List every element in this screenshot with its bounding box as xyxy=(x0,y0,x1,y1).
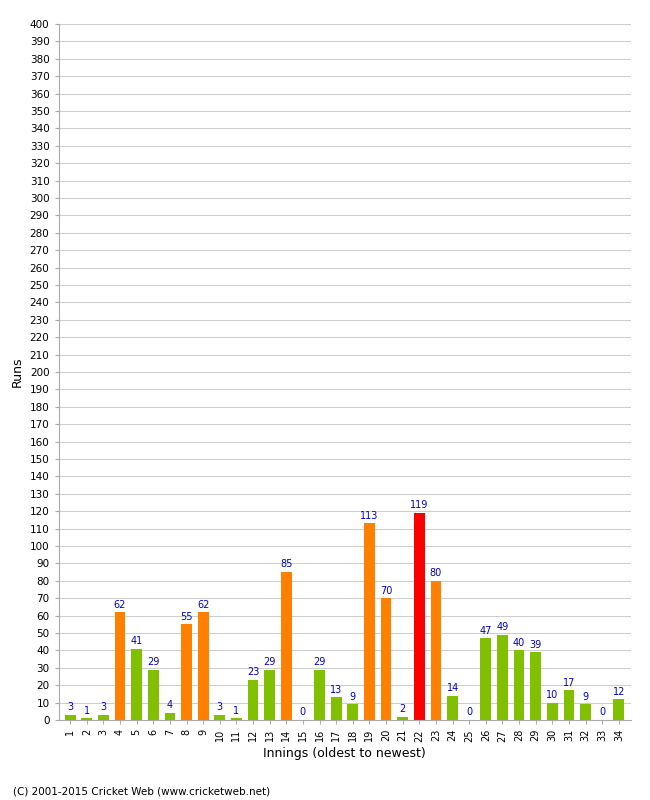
Text: 3: 3 xyxy=(100,702,107,712)
Bar xyxy=(480,638,491,720)
Bar xyxy=(65,714,75,720)
Bar xyxy=(614,699,624,720)
Bar xyxy=(364,523,375,720)
Text: 0: 0 xyxy=(599,707,605,718)
Bar xyxy=(547,702,558,720)
Text: 29: 29 xyxy=(147,657,159,667)
Text: 113: 113 xyxy=(360,510,379,521)
Bar xyxy=(430,581,441,720)
Bar xyxy=(281,572,292,720)
Text: 0: 0 xyxy=(466,707,473,718)
Bar xyxy=(314,670,325,720)
Text: 13: 13 xyxy=(330,685,343,694)
Text: 10: 10 xyxy=(546,690,558,700)
Bar xyxy=(98,714,109,720)
Text: 1: 1 xyxy=(84,706,90,716)
Bar xyxy=(514,650,525,720)
Bar xyxy=(347,704,358,720)
Bar xyxy=(131,649,142,720)
Text: 2: 2 xyxy=(400,704,406,714)
Bar xyxy=(331,698,342,720)
Text: 62: 62 xyxy=(197,599,209,610)
X-axis label: Innings (oldest to newest): Innings (oldest to newest) xyxy=(263,747,426,760)
Text: 9: 9 xyxy=(350,692,356,702)
Bar xyxy=(530,652,541,720)
Text: 55: 55 xyxy=(180,612,193,622)
Text: 70: 70 xyxy=(380,586,392,595)
Text: 23: 23 xyxy=(247,667,259,678)
Y-axis label: Runs: Runs xyxy=(11,357,24,387)
Text: 119: 119 xyxy=(410,500,428,510)
Text: 3: 3 xyxy=(67,702,73,712)
Text: 14: 14 xyxy=(447,683,459,693)
Bar xyxy=(164,713,176,720)
Text: 47: 47 xyxy=(480,626,492,636)
Text: 80: 80 xyxy=(430,568,442,578)
Bar xyxy=(580,704,591,720)
Bar xyxy=(414,513,424,720)
Bar xyxy=(564,690,575,720)
Text: 41: 41 xyxy=(131,636,143,646)
Text: 4: 4 xyxy=(167,701,173,710)
Text: 40: 40 xyxy=(513,638,525,648)
Bar xyxy=(381,598,391,720)
Bar xyxy=(497,634,508,720)
Text: 3: 3 xyxy=(216,702,223,712)
Text: 29: 29 xyxy=(313,657,326,667)
Bar xyxy=(447,696,458,720)
Bar xyxy=(114,612,125,720)
Text: 9: 9 xyxy=(582,692,589,702)
Bar xyxy=(248,680,259,720)
Bar xyxy=(81,718,92,720)
Bar xyxy=(231,718,242,720)
Bar xyxy=(214,714,225,720)
Bar xyxy=(148,670,159,720)
Bar xyxy=(265,670,275,720)
Text: 39: 39 xyxy=(530,639,542,650)
Bar xyxy=(198,612,209,720)
Text: (C) 2001-2015 Cricket Web (www.cricketweb.net): (C) 2001-2015 Cricket Web (www.cricketwe… xyxy=(13,786,270,796)
Text: 49: 49 xyxy=(497,622,508,632)
Text: 0: 0 xyxy=(300,707,306,718)
Bar xyxy=(181,624,192,720)
Text: 62: 62 xyxy=(114,599,126,610)
Text: 12: 12 xyxy=(613,686,625,697)
Bar xyxy=(397,717,408,720)
Text: 29: 29 xyxy=(263,657,276,667)
Text: 17: 17 xyxy=(563,678,575,688)
Text: 1: 1 xyxy=(233,706,239,716)
Text: 85: 85 xyxy=(280,559,292,570)
